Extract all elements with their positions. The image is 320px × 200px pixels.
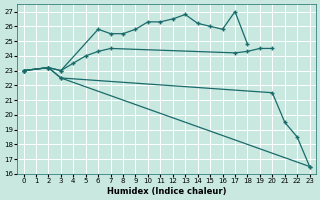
X-axis label: Humidex (Indice chaleur): Humidex (Indice chaleur) (107, 187, 226, 196)
